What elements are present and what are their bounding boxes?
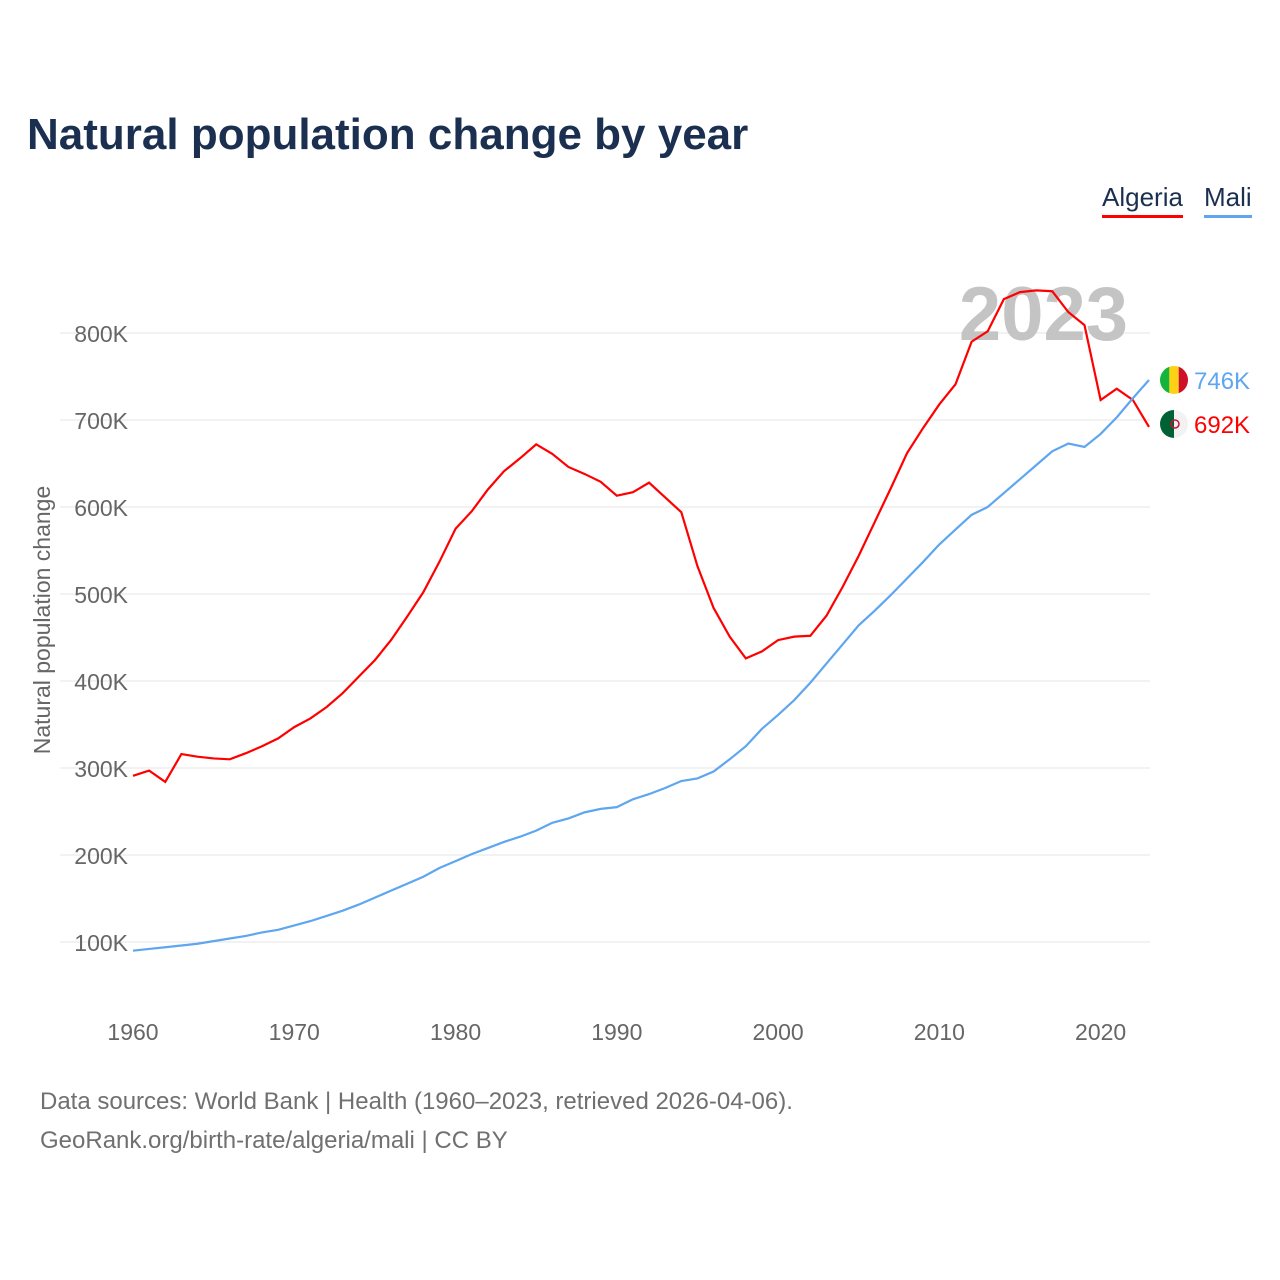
y-tick-label: 300K — [74, 756, 128, 782]
x-tick-label: 1990 — [591, 1019, 642, 1045]
series-line-mali — [132, 379, 1150, 952]
legend-mali[interactable]: Mali — [1204, 182, 1252, 218]
y-axis-label: Natural population change — [29, 486, 55, 755]
flag-stripe — [1174, 409, 1188, 438]
x-tick-label: 1980 — [430, 1019, 481, 1045]
flag-stripe — [1160, 365, 1170, 394]
source-link[interactable]: GeoRank.org/birth-rate/algeria/mali | CC… — [40, 1127, 508, 1154]
chart-title: Natural population change by year — [27, 110, 749, 159]
x-tick-label: 1960 — [107, 1019, 158, 1045]
year-label: 2023 — [959, 272, 1128, 357]
x-tick-label: 2010 — [914, 1019, 965, 1045]
flag-stripe — [1160, 409, 1174, 438]
flag-stripe — [1178, 365, 1188, 394]
y-tick-label: 700K — [74, 408, 128, 434]
x-tick-label: 2000 — [752, 1019, 803, 1045]
y-tick-label: 200K — [74, 843, 128, 869]
y-tick-label: 100K — [74, 930, 128, 956]
y-tick-label: 600K — [74, 495, 128, 521]
series-line-algeria — [132, 289, 1150, 784]
flag-stripe — [1169, 365, 1179, 394]
end-value-label: 692K — [1194, 412, 1250, 439]
y-tick-label: 800K — [74, 321, 128, 347]
legend-algeria[interactable]: Algeria — [1102, 182, 1183, 218]
crescent-icon — [1170, 419, 1180, 429]
end-value-label: 746K — [1194, 368, 1250, 395]
x-tick-label: 2020 — [1075, 1019, 1126, 1045]
y-tick-label: 500K — [74, 582, 128, 608]
y-tick-label: 400K — [74, 669, 128, 695]
x-tick-label: 1970 — [269, 1019, 320, 1045]
data-source: Data sources: World Bank | Health (1960–… — [40, 1088, 793, 1115]
